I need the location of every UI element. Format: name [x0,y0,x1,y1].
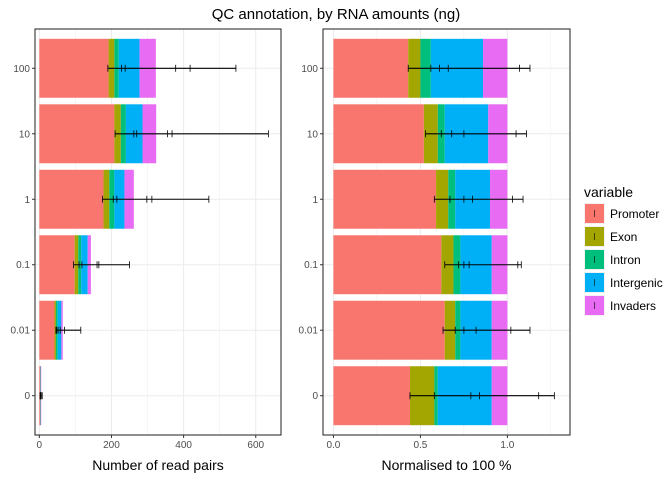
y-tick-label: 0.01 [299,326,319,337]
panel-normalised: 0 0.01 0.1 1 10 100 0.0 0.5 1.0 Normalised to 100… [299,28,571,473]
x-tick-label: 200 [103,440,120,451]
y-tick-label: 0 [24,391,30,402]
chart-title: QC annotation, by RNA amounts (ng) [212,6,460,23]
x-tick-label: 0.5 [413,440,427,451]
bar-promoter-1 [333,169,437,229]
legend-label-intergenic: Intergenic [610,276,663,290]
y-tick-label: 10 [307,129,319,140]
bar-promoter-0_1 [333,235,442,295]
panel-border [34,28,282,436]
bar-promoter-10 [39,104,115,164]
legend-label-intron: Intron [610,253,641,267]
bar-promoter-1 [39,169,104,229]
y-tick-label: 1 [24,195,30,206]
y-tick-label: 0.1 [304,260,318,271]
y-tick-label: 10 [19,129,31,140]
y-tick-label: 0.1 [16,260,30,271]
y-tick-label: 0 [312,391,318,402]
y-tick-label: 0.01 [11,326,31,337]
bar-promoter-0_1 [39,235,75,295]
bar-promoter-10 [333,104,424,164]
legend: variable Promoter Exon Intron Intergenic Inv… [584,184,663,316]
x-tick-label: 0 [37,440,43,451]
x-tick-label: 400 [175,440,192,451]
x-axis-title: Normalised to 100 % [382,457,512,473]
bar-promoter-0_01 [333,300,445,360]
bar-promoter-0_01 [39,300,55,360]
bar-promoter-100 [333,38,409,98]
legend-label-exon: Exon [610,230,637,244]
bar-exon-0_01 [54,300,56,360]
y-tick-label: 1 [312,195,318,206]
x-tick-label: 0.0 [326,440,340,451]
legend-label-promoter: Promoter [610,207,659,221]
legend-title: variable [584,184,633,200]
x-tick-label: 600 [247,440,264,451]
y-tick-label: 100 [301,64,318,75]
bar-promoter-100 [39,38,109,98]
panel-border [322,28,571,436]
y-tick-label: 100 [13,64,30,75]
bar-promoter-0 [333,366,410,426]
legend-label-invaders: Invaders [610,299,656,313]
x-axis-title: Number of read pairs [92,457,224,473]
x-tick-label: 1.0 [500,440,514,451]
panel-read-pairs: 0 0.01 0.1 1 10 100 0 200 400 600 Number of read p… [11,28,282,473]
